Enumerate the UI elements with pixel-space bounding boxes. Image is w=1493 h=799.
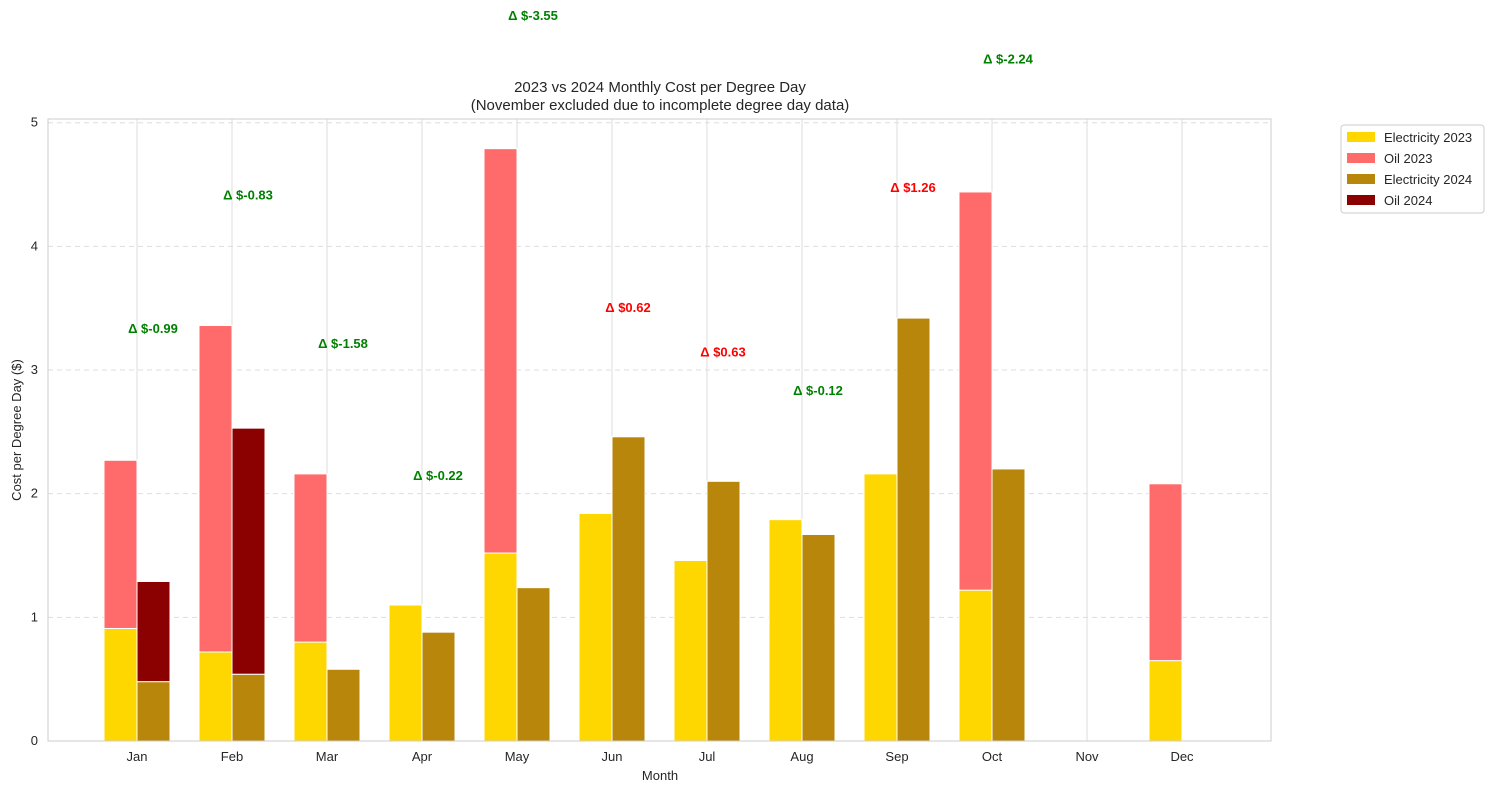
x-tick-label: Sep: [885, 749, 908, 764]
bar-electricity-2023-sep: [863, 473, 898, 742]
x-tick-label: Oct: [982, 749, 1003, 764]
tick-labels: 0 1 2 3 4 5 Jan Feb Mar Apr May Jun Jul Aug Sep Oct Nov D…: [31, 115, 1194, 764]
delta-label-aug: Δ $-0.12: [793, 383, 843, 398]
bar-electricity-2023-aug: [768, 519, 803, 742]
bar-electricity-2024-jan: [136, 681, 171, 742]
y-tick-label: 3: [31, 362, 38, 377]
bar-electricity-2023-oct: [958, 589, 993, 742]
bar-electricity-2023-mar: [293, 641, 328, 742]
delta-annotations: Δ $-0.99 Δ $-0.83 Δ $-1.58 Δ $-0.22 Δ $-3.55…: [128, 8, 1034, 483]
delta-label-jan: Δ $-0.99: [128, 321, 178, 336]
x-tick-label: Nov: [1075, 749, 1099, 764]
delta-label-oct: Δ $-2.24: [983, 51, 1034, 66]
delta-label-apr: Δ $-0.22: [413, 468, 463, 483]
bar-electricity-2024-sep: [896, 317, 931, 742]
bar-electricity-2023-jun: [578, 512, 613, 742]
bar-electricity-2023-may: [483, 552, 518, 742]
legend-entry: Oil 2024: [1384, 193, 1432, 208]
x-tick-label: May: [505, 749, 530, 764]
legend-swatch: [1347, 132, 1375, 142]
legend-entry: Electricity 2023: [1384, 130, 1472, 145]
bar-oil-2024-feb: [231, 427, 266, 675]
bar-electricity-2024-jun: [611, 436, 646, 742]
bar-electricity-2024-may: [516, 587, 551, 742]
x-tick-label: Dec: [1170, 749, 1194, 764]
legend-swatch: [1347, 153, 1375, 163]
bar-electricity-2024-apr: [421, 631, 456, 742]
bar-oil-2023-mar: [293, 473, 328, 643]
y-tick-label: 5: [31, 115, 38, 130]
bar-electricity-2024-feb: [231, 673, 266, 742]
delta-label-jun: Δ $0.62: [605, 300, 651, 315]
x-tick-label: Feb: [221, 749, 243, 764]
bar-electricity-2023-jan: [103, 627, 138, 742]
y-tick-label: 4: [31, 238, 38, 253]
legend-entry: Oil 2023: [1384, 151, 1432, 166]
bar-oil-2023-feb: [198, 325, 233, 653]
bar-electricity-2023-dec: [1148, 660, 1183, 742]
bar-oil-2023-may: [483, 148, 518, 554]
x-tick-label: Apr: [412, 749, 433, 764]
bar-electricity-2024-mar: [326, 668, 361, 742]
legend: Electricity 2023 Oil 2023 Electricity 2024…: [1340, 124, 1485, 214]
delta-label-mar: Δ $-1.58: [318, 336, 368, 351]
legend-swatch: [1347, 195, 1375, 205]
x-axis-label: Month: [642, 768, 678, 783]
bar-electricity-2024-oct: [991, 468, 1026, 742]
delta-label-sep: Δ $1.26: [890, 180, 936, 195]
y-tick-label: 2: [31, 486, 38, 501]
delta-label-may: Δ $-3.55: [508, 8, 558, 23]
legend-box: [1340, 124, 1485, 214]
bar-oil-2023-oct: [958, 191, 993, 591]
bar-oil-2023-jan: [103, 459, 138, 629]
x-tick-label: Mar: [316, 749, 339, 764]
chart-title: 2023 vs 2024 Monthly Cost per Degree Day: [514, 79, 806, 96]
y-tick-label: 0: [31, 733, 38, 748]
bar-electricity-2023-apr: [388, 604, 423, 742]
bars: [103, 148, 1183, 742]
legend-swatch: [1347, 174, 1375, 184]
x-tick-label: Jun: [602, 749, 623, 764]
bar-electricity-2024-jul: [706, 480, 741, 742]
bar-electricity-2023-jul: [673, 559, 708, 742]
chart-subtitle: (November excluded due to incomplete deg…: [471, 97, 850, 114]
x-tick-label: Jan: [127, 749, 148, 764]
delta-label-feb: Δ $-0.83: [223, 187, 273, 202]
legend-entry: Electricity 2024: [1384, 172, 1472, 187]
bar-electricity-2024-aug: [801, 533, 836, 742]
x-tick-label: Aug: [790, 749, 813, 764]
plot-frame: [47, 118, 1272, 742]
bar-oil-2023-dec: [1148, 483, 1183, 662]
delta-label-jul: Δ $0.63: [700, 344, 746, 359]
bar-oil-2024-jan: [136, 580, 171, 683]
bar-electricity-2023-feb: [198, 651, 233, 742]
y-tick-label: 1: [31, 609, 38, 624]
y-axis-label: Cost per Degree Day ($): [9, 359, 24, 501]
x-tick-label: Jul: [699, 749, 716, 764]
